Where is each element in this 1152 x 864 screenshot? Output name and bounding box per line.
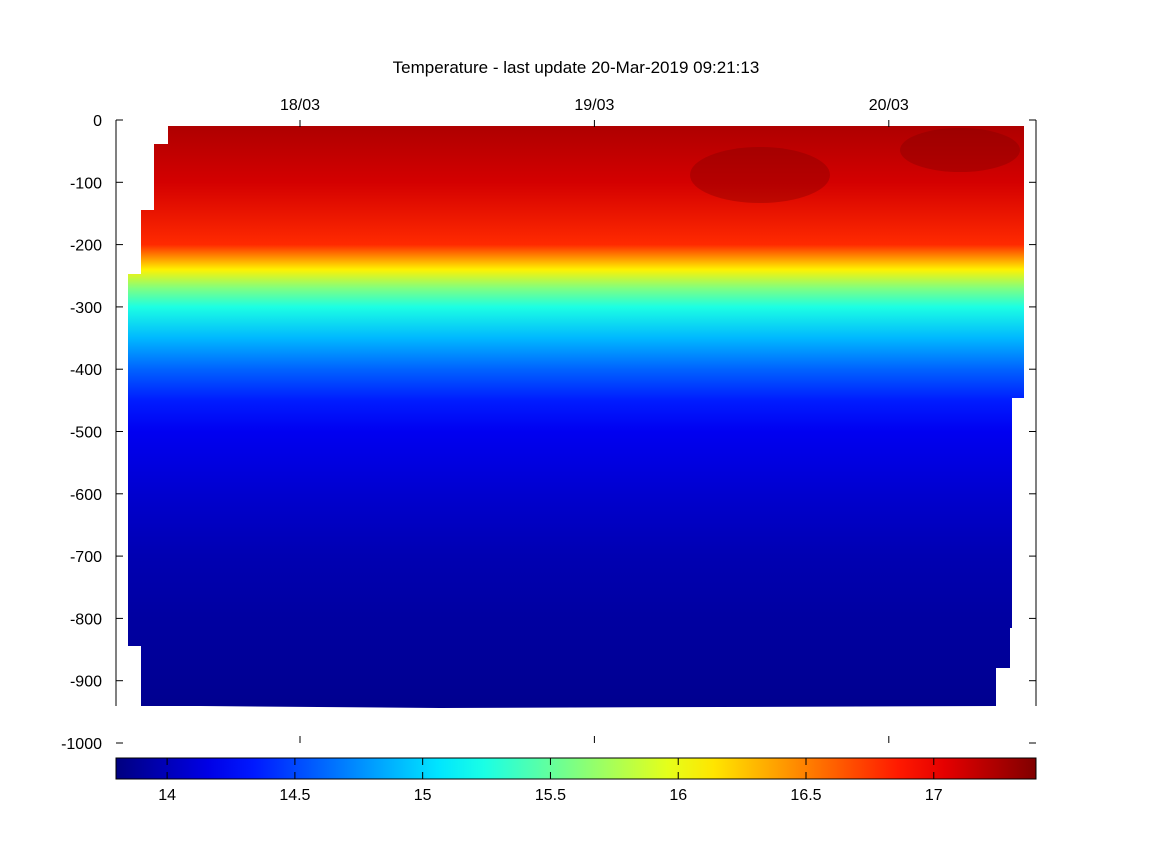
- colorbar-tick-label: 15: [414, 787, 432, 804]
- y-tick-label: -600: [70, 487, 102, 504]
- y-tick-label: -700: [70, 549, 102, 566]
- x-tick-label: 19/03: [574, 97, 614, 114]
- colorbar-tick-label: 15.5: [535, 787, 566, 804]
- y-tick-label: -200: [70, 238, 102, 255]
- plot-area: [115, 120, 1037, 708]
- y-tick-label: 0: [93, 113, 102, 130]
- colorbar-tick-label: 17: [925, 787, 943, 804]
- y-tick-label: -800: [70, 611, 102, 628]
- colorbar-fill: [115, 757, 1037, 780]
- warm-patch: [900, 128, 1020, 172]
- colorbar: 14 14.5 15 15.5 16 16.5 17: [115, 757, 1037, 804]
- y-tick-label: -400: [70, 362, 102, 379]
- y-tick-label: -500: [70, 425, 102, 442]
- x-tick-label: 20/03: [869, 97, 909, 114]
- x-tick-label: 18/03: [280, 97, 320, 114]
- x-axis: 18/03 19/03 20/03: [280, 97, 909, 743]
- y-tick-label: -300: [70, 300, 102, 317]
- colorbar-tick-label: 14: [158, 787, 176, 804]
- y-tick-label: -100: [70, 175, 102, 192]
- y-tick-label: -900: [70, 674, 102, 691]
- y-tick-label: -1000: [61, 736, 102, 753]
- warm-patch: [690, 147, 830, 203]
- y-axis: 0 -100 -200 -300 -400 -500 -600 -700 -800 -900 -10…: [61, 113, 1036, 753]
- colorbar-tick-label: 16: [669, 787, 687, 804]
- chart-title: Temperature - last update 20-Mar-2019 09…: [393, 58, 760, 77]
- colorbar-tick-label: 14.5: [279, 787, 310, 804]
- temperature-field: [128, 126, 1024, 708]
- colorbar-tick-label: 16.5: [790, 787, 821, 804]
